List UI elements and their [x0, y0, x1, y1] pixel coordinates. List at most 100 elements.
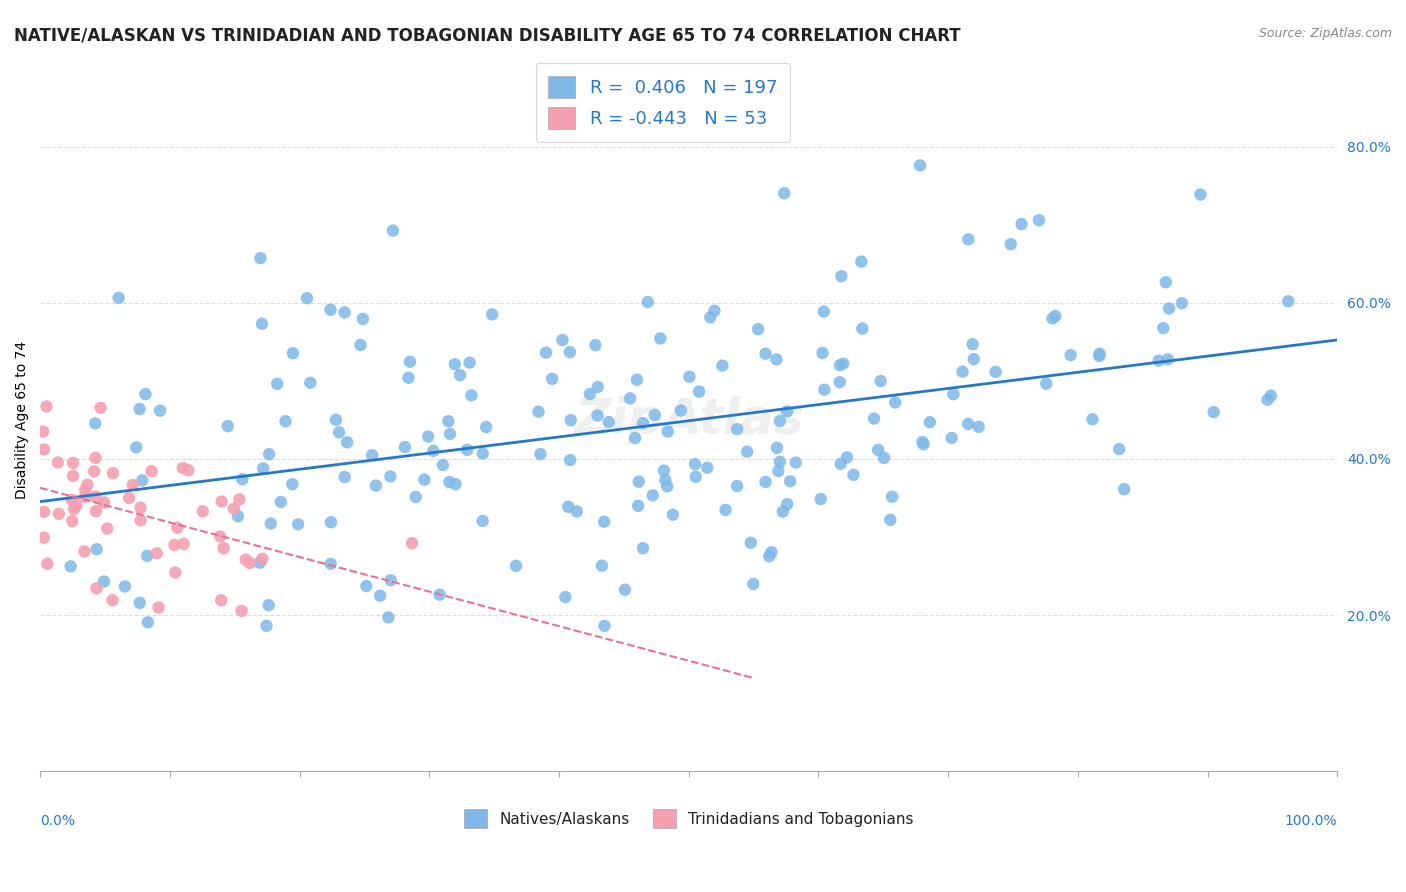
Point [662, 508, 685, 522]
Point [1045, 309, 1067, 323]
Point [776, 497, 799, 511]
Point [529, 447, 551, 461]
Point [558, 345, 581, 359]
Point [779, 475, 801, 489]
Point [107, 291, 129, 305]
Point [813, 304, 835, 318]
Point [813, 383, 835, 397]
Point [380, 573, 402, 587]
Point [422, 444, 444, 458]
Point [231, 472, 253, 486]
Point [270, 495, 292, 509]
Point [851, 254, 873, 268]
Point [439, 475, 461, 489]
Point [685, 470, 707, 484]
Point [505, 558, 527, 573]
Point [1277, 294, 1299, 309]
Point [828, 375, 851, 389]
Point [60, 492, 83, 507]
Point [1152, 321, 1174, 335]
Point [129, 513, 152, 527]
Point [380, 469, 402, 483]
Point [714, 503, 737, 517]
Point [1260, 389, 1282, 403]
Point [136, 549, 159, 563]
Point [96, 522, 118, 536]
Point [765, 352, 787, 367]
Point [249, 556, 271, 570]
Point [941, 431, 963, 445]
Point [952, 365, 974, 379]
Point [1256, 392, 1278, 407]
Point [93, 574, 115, 589]
Point [963, 352, 986, 367]
Point [319, 557, 342, 571]
Point [93, 495, 115, 509]
Point [755, 475, 778, 489]
Point [835, 450, 858, 465]
Point [460, 388, 482, 402]
Point [129, 500, 152, 515]
Point [166, 521, 188, 535]
Point [1081, 412, 1104, 426]
Point [1189, 187, 1212, 202]
Point [711, 359, 734, 373]
Point [86, 542, 108, 557]
Point [429, 588, 451, 602]
Point [830, 457, 852, 471]
Point [593, 515, 616, 529]
Point [475, 420, 498, 434]
Point [191, 504, 214, 518]
Point [32, 531, 55, 545]
Point [128, 402, 150, 417]
Point [967, 419, 990, 434]
Point [256, 619, 278, 633]
Point [333, 470, 356, 484]
Point [1154, 275, 1177, 289]
Point [361, 448, 384, 462]
Point [212, 541, 235, 556]
Point [325, 413, 347, 427]
Point [637, 295, 659, 310]
Point [257, 447, 280, 461]
Point [593, 619, 616, 633]
Point [742, 577, 765, 591]
Point [84, 504, 107, 518]
Point [579, 387, 602, 401]
Point [1108, 442, 1130, 456]
Point [336, 435, 359, 450]
Point [654, 473, 676, 487]
Point [274, 414, 297, 428]
Point [631, 416, 654, 430]
Point [534, 345, 557, 359]
Point [1202, 405, 1225, 419]
Point [725, 422, 748, 436]
Point [754, 347, 776, 361]
Point [811, 346, 834, 360]
Point [48, 507, 70, 521]
Point [557, 500, 579, 514]
Point [252, 551, 274, 566]
Point [586, 409, 609, 423]
Point [758, 549, 780, 564]
Point [114, 579, 136, 593]
Point [551, 333, 574, 347]
Point [73, 490, 96, 504]
Point [912, 437, 935, 451]
Point [368, 589, 391, 603]
Point [773, 186, 796, 201]
Point [471, 446, 494, 460]
Point [46, 455, 69, 469]
Text: NATIVE/ALASKAN VS TRINIDADIAN AND TOBAGONIAN DISABILITY AGE 65 TO 74 CORRELATION: NATIVE/ALASKAN VS TRINIDADIAN AND TOBAGO… [14, 27, 960, 45]
Point [84, 490, 107, 504]
Text: 100.0%: 100.0% [1285, 814, 1337, 828]
Point [35, 400, 58, 414]
Point [644, 408, 666, 422]
Point [32, 442, 55, 457]
Point [266, 376, 288, 391]
Point [62, 456, 84, 470]
Point [911, 434, 934, 449]
Point [908, 158, 931, 172]
Point [703, 303, 725, 318]
Point [984, 365, 1007, 379]
